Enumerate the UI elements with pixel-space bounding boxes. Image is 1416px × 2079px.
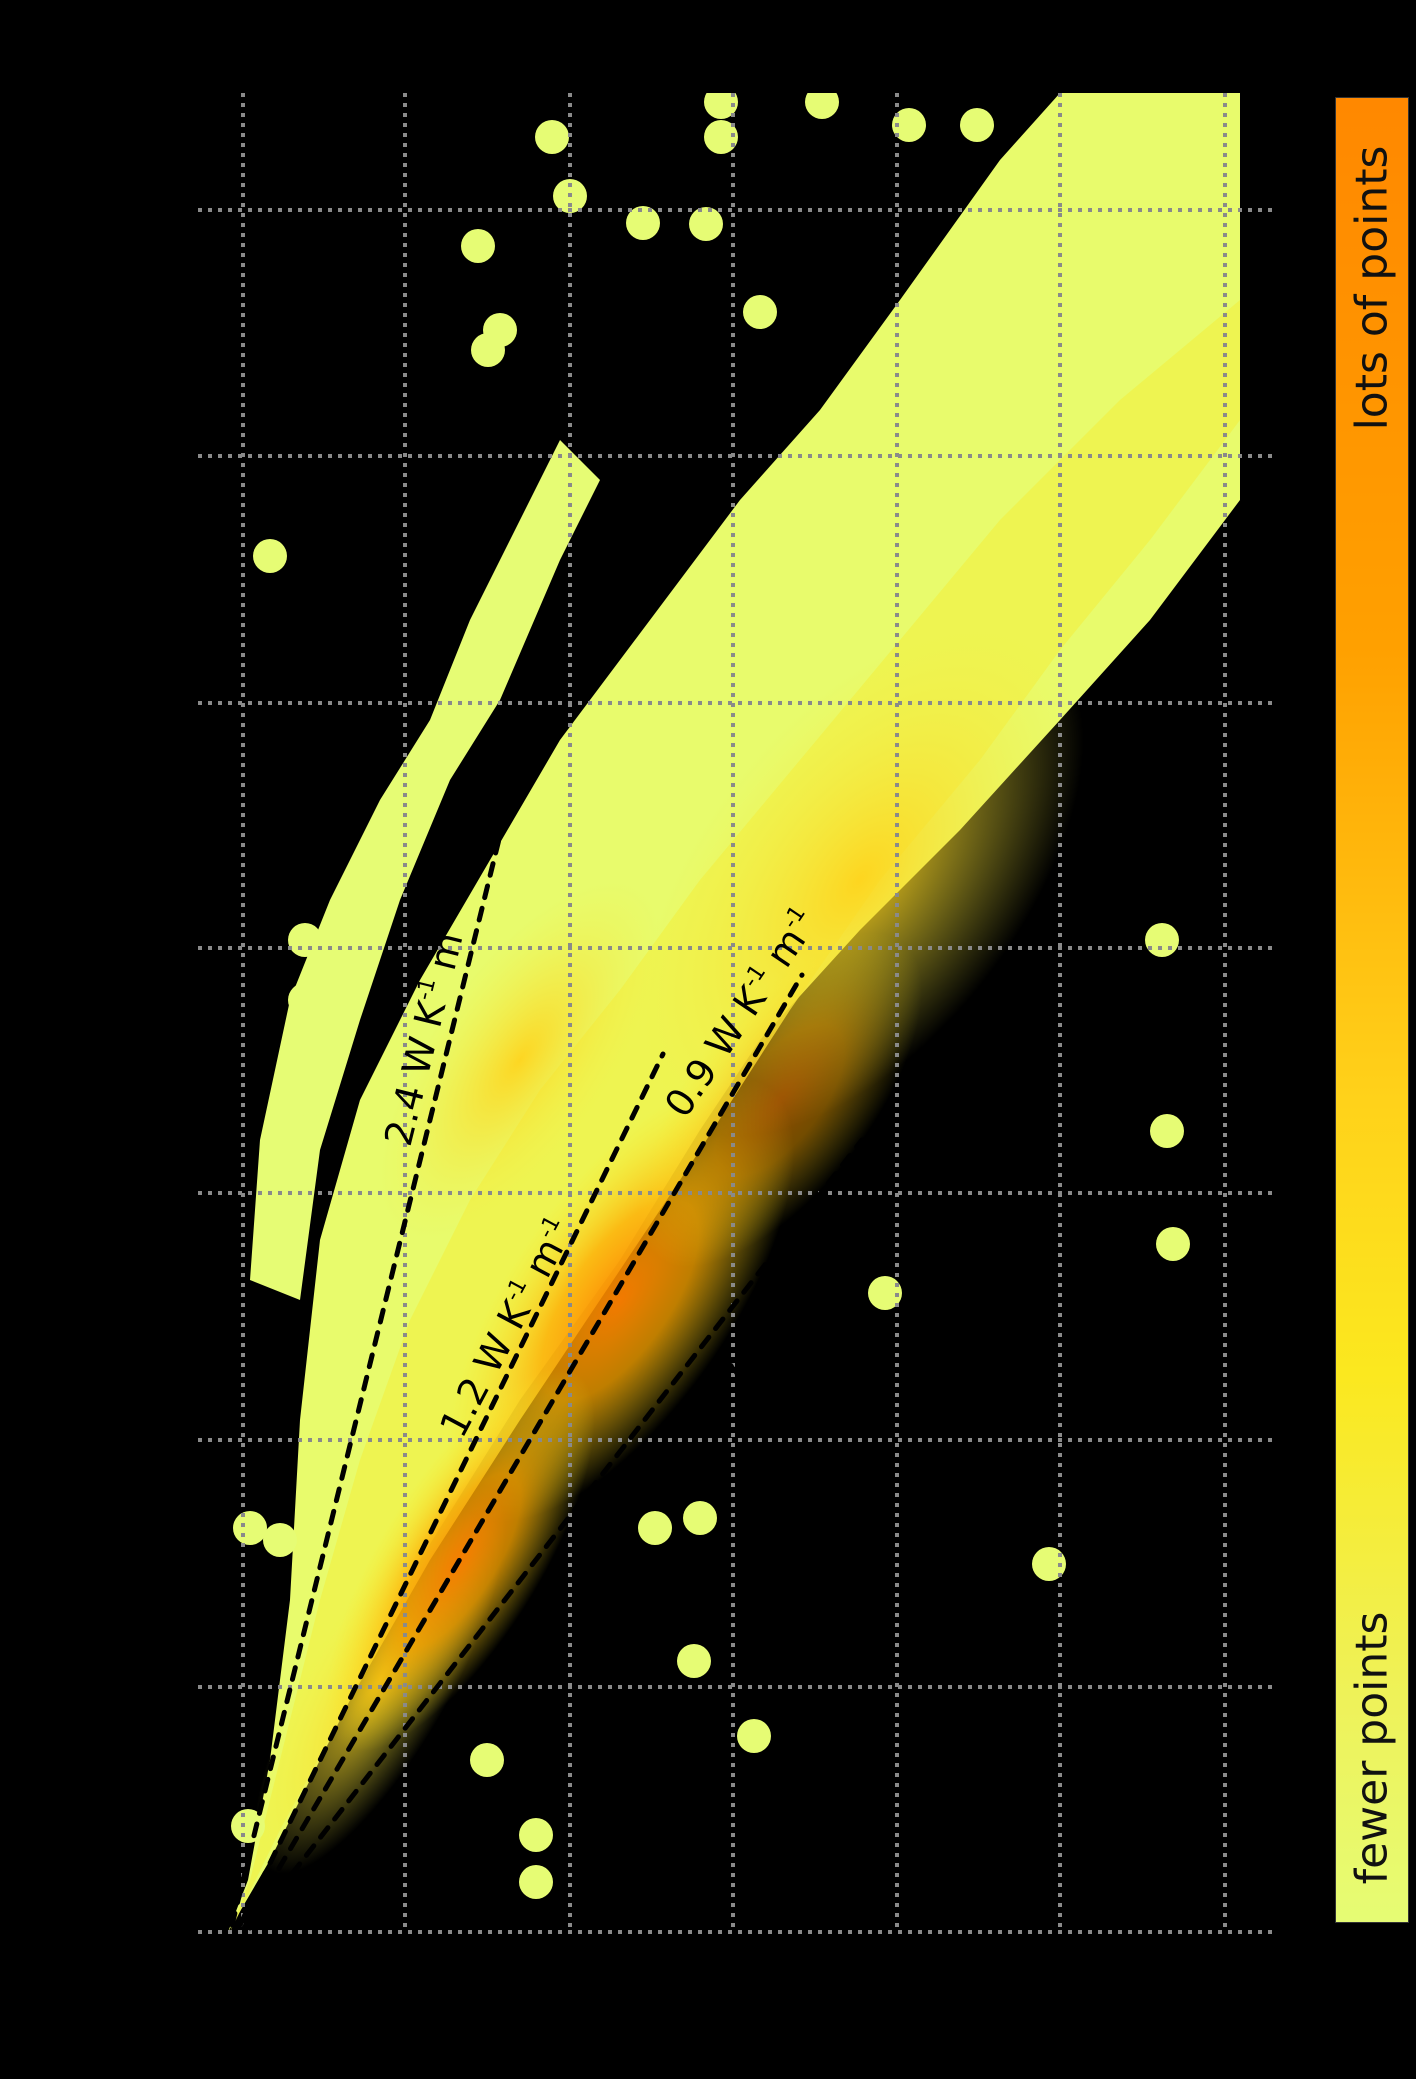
grid-lines	[198, 93, 1276, 1934]
line-0.7	[247, 1137, 865, 1931]
colorbar-high-label: lots of points	[1346, 145, 1398, 431]
reference-lines	[229, 816, 865, 1931]
density-colorbar: lots of points fewer points	[1335, 97, 1409, 1923]
line-0.9	[241, 972, 805, 1931]
line-1.2	[237, 1051, 666, 1928]
colorbar-low-label: fewer points	[1346, 1611, 1398, 1885]
line-2.4	[229, 816, 507, 1928]
